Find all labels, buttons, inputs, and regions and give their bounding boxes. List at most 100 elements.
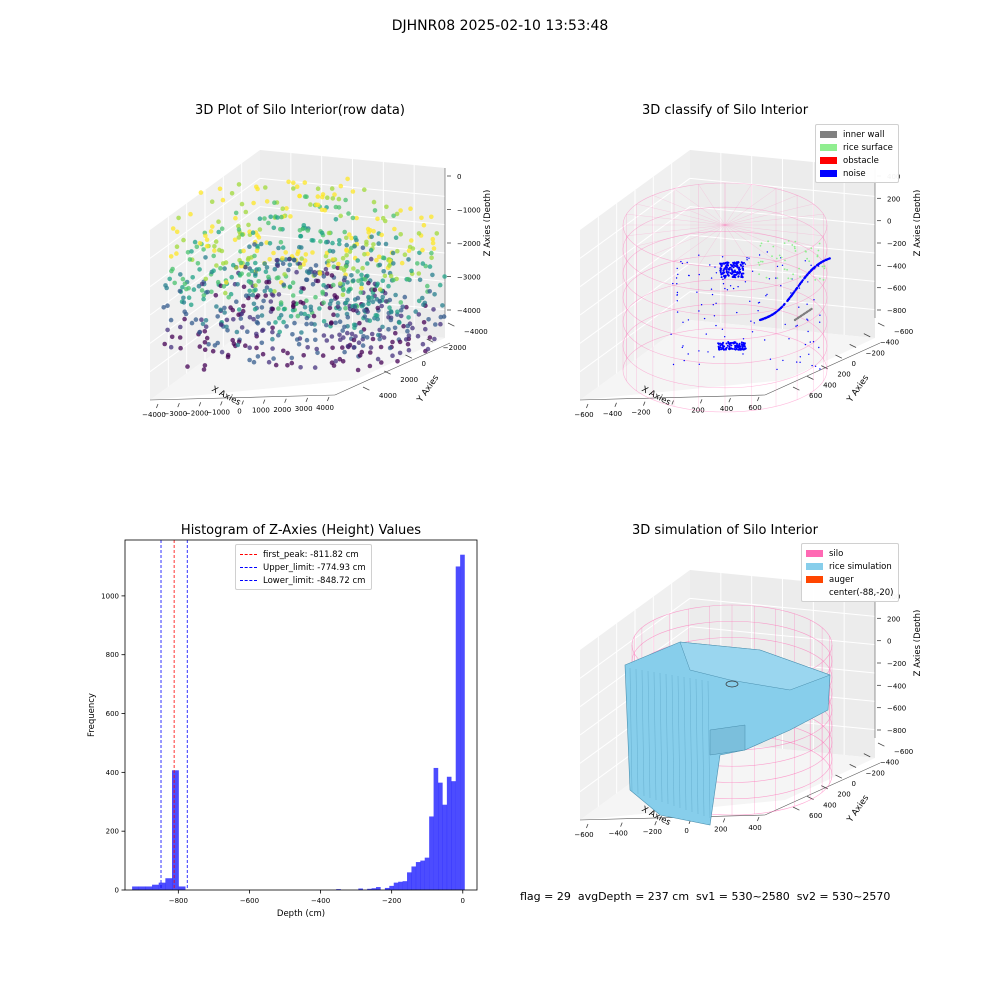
noise-point xyxy=(736,311,738,314)
data-point xyxy=(308,307,314,313)
noise-point xyxy=(781,264,784,266)
data-point xyxy=(360,265,365,271)
data-point xyxy=(247,229,252,234)
rice-surface-point xyxy=(759,244,762,247)
data-point xyxy=(429,255,434,261)
y-axis-tick xyxy=(426,338,434,343)
data-point xyxy=(297,228,303,233)
data-point xyxy=(202,363,208,368)
histogram-bar xyxy=(152,884,159,890)
noise-point xyxy=(778,307,782,310)
data-point xyxy=(246,272,251,277)
noise-point xyxy=(732,287,735,290)
data-point xyxy=(360,343,366,348)
rice-surface-point xyxy=(757,261,760,264)
noise-point xyxy=(722,346,724,349)
wire-spoke xyxy=(652,224,726,255)
data-point xyxy=(219,349,225,355)
noise-point xyxy=(766,316,769,319)
data-point xyxy=(257,227,263,232)
noise-point xyxy=(795,325,797,327)
noise-point xyxy=(740,343,743,346)
noise-point xyxy=(746,257,748,259)
data-point xyxy=(236,307,242,312)
data-point xyxy=(216,229,221,235)
wire-ring xyxy=(622,279,828,364)
data-point xyxy=(224,317,230,323)
data-point xyxy=(354,215,359,221)
data-point xyxy=(177,288,183,294)
noise-point xyxy=(766,293,768,296)
data-point xyxy=(430,240,436,246)
data-point xyxy=(214,263,219,268)
noise-point xyxy=(819,368,821,370)
data-point xyxy=(357,353,363,358)
noise-point xyxy=(731,265,734,268)
data-point xyxy=(331,312,336,317)
data-point xyxy=(425,346,431,352)
data-point xyxy=(203,324,209,329)
data-point xyxy=(305,228,311,233)
noise-point xyxy=(719,346,722,349)
data-point xyxy=(369,234,374,240)
y-axis-tick-label: −400 xyxy=(880,339,899,347)
data-point xyxy=(394,211,400,217)
noise-point xyxy=(714,266,716,268)
noise-point xyxy=(796,324,798,327)
data-point xyxy=(392,325,398,331)
data-point xyxy=(312,272,318,278)
data-point xyxy=(228,305,233,310)
x-axis-tick xyxy=(262,399,266,404)
noise-point xyxy=(703,317,706,320)
wire-ring xyxy=(622,327,828,413)
y-axis-line xyxy=(334,342,451,396)
data-point xyxy=(239,201,245,207)
data-point xyxy=(263,185,268,190)
noise-point xyxy=(698,254,700,256)
data-point xyxy=(344,263,349,269)
x-axis-tick xyxy=(722,818,726,823)
histogram-bar xyxy=(420,860,425,890)
data-point xyxy=(376,254,382,260)
y-axis-label: Frequency xyxy=(87,693,97,737)
noise-point xyxy=(725,270,728,273)
y-axis-tick-label: 4000 xyxy=(379,392,397,400)
data-point xyxy=(177,335,183,340)
data-point xyxy=(360,245,366,250)
data-point xyxy=(380,278,386,283)
data-point xyxy=(251,200,256,206)
data-point xyxy=(189,320,195,326)
data-point xyxy=(245,329,250,334)
data-point xyxy=(205,289,210,295)
x-axis-tick xyxy=(757,816,760,822)
data-point xyxy=(375,316,380,322)
x-tick-label: −600 xyxy=(240,897,259,905)
x-axis-tick-label: −400 xyxy=(609,830,628,838)
x-axis-tick-label: 400 xyxy=(720,405,733,413)
legend-swatch xyxy=(806,550,823,557)
data-point xyxy=(287,256,292,262)
data-point xyxy=(234,299,239,304)
noise-point xyxy=(790,292,792,294)
wire-ring xyxy=(622,255,828,340)
data-point xyxy=(266,274,271,280)
data-point xyxy=(208,229,214,234)
noise-point xyxy=(792,291,795,294)
y-axis-tick xyxy=(384,370,391,375)
noise-point xyxy=(724,336,726,338)
noise-point xyxy=(696,291,698,293)
data-point xyxy=(233,215,238,221)
noise-point xyxy=(777,309,780,312)
noise-point xyxy=(676,283,678,285)
rice-surface-point xyxy=(783,268,786,271)
data-point xyxy=(231,317,236,322)
data-point xyxy=(433,322,438,327)
rice-surface-point xyxy=(776,277,779,279)
data-point xyxy=(377,262,383,268)
noise-point xyxy=(707,351,709,353)
data-point xyxy=(351,337,357,343)
data-point xyxy=(223,290,228,296)
x-axis-tick-label: 0 xyxy=(237,408,241,416)
rice-surface-point xyxy=(816,255,819,258)
data-point xyxy=(262,216,267,221)
